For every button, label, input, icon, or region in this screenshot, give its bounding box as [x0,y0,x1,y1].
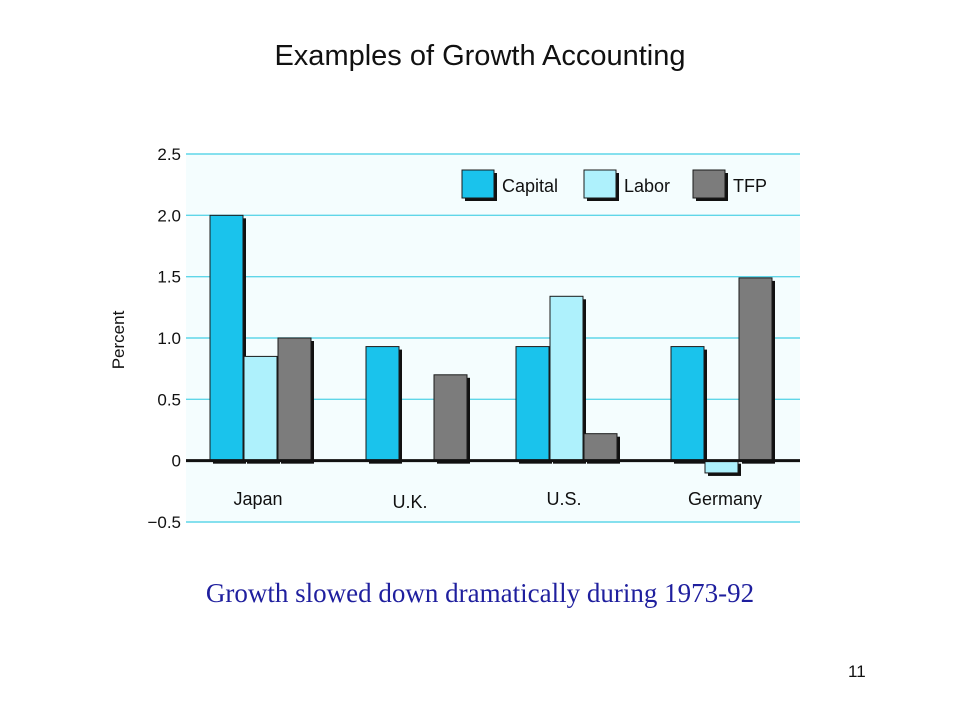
legend-swatch-tfp [692,169,726,199]
category-label: U.K. [392,492,427,512]
legend-swatch-labor [583,169,617,199]
slide-title: Examples of Growth Accounting [274,40,686,72]
bar-capital-3 [670,346,705,462]
bar-labor-3 [704,460,739,474]
bars [209,214,775,476]
y-tick-label: 0 [172,452,181,471]
bar-labor-0 [243,355,278,462]
slide-caption: Growth slowed down dramatically during 1… [205,578,755,608]
bar-capital-0 [209,214,244,462]
legend-swatch-capital [461,169,495,199]
bar-tfp-1 [433,374,468,462]
bar-capital-2 [515,346,550,462]
legend-label: TFP [733,176,767,196]
y-tick-label: 1.5 [157,268,181,287]
category-label: Germany [688,489,762,509]
y-tick-label: 0.5 [157,390,181,409]
y-tick-label: 1.0 [157,329,181,348]
category-labels: Japan U.K. U.S. Germany [233,489,762,512]
legend-label: Capital [502,176,558,196]
y-axis-label: Percent [109,310,128,369]
y-tick-label: 2.5 [157,145,181,164]
page-number: 11 [848,662,866,681]
gridlines [186,153,800,523]
y-axis-ticks: −0.5 0 0.5 1.0 1.5 2.0 2.5 [147,145,181,532]
bar-capital-1 [365,346,400,462]
bar-tfp-0 [277,337,312,462]
y-tick-label: 2.0 [157,206,181,225]
y-tick-label: −0.5 [147,513,181,532]
bar-tfp-2 [583,433,618,462]
legend-label: Labor [624,176,670,196]
legend: Capital Labor TFP [461,169,767,201]
category-label: Japan [233,489,282,509]
bar-labor-2 [549,295,584,462]
bar-tfp-3 [738,277,773,462]
category-label: U.S. [546,489,581,509]
